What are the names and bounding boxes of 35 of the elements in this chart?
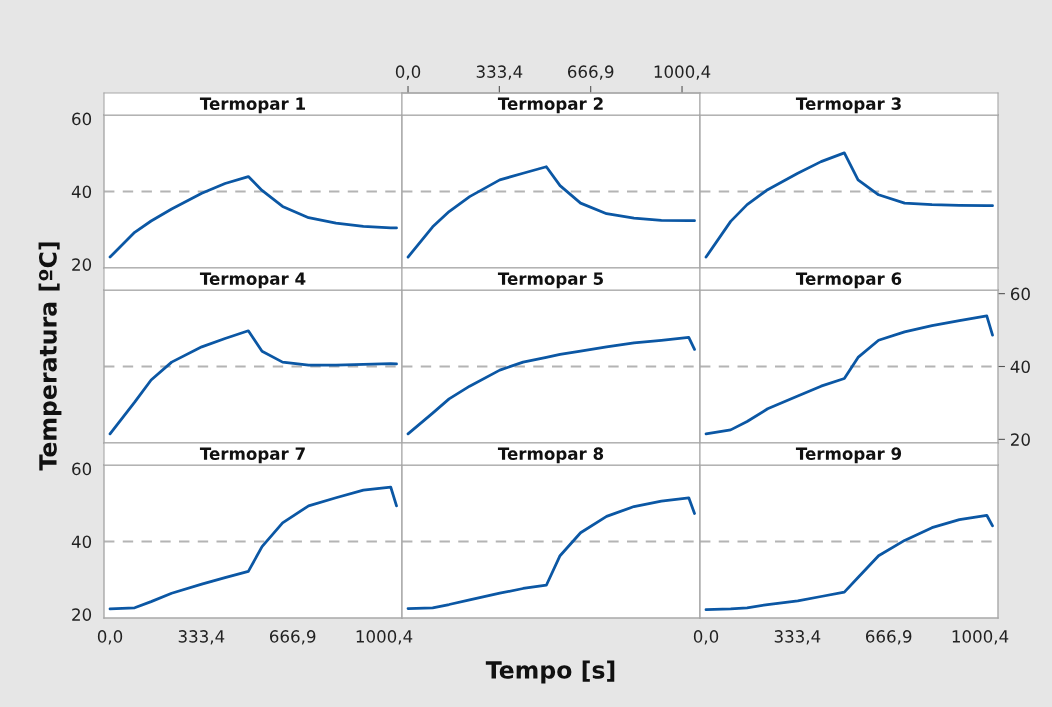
y-tick-label: 20 [72, 608, 92, 621]
line-series [108, 175, 398, 259]
x-tick-label: 1000,4 [356, 630, 413, 645]
chart-title: Termopar 3 [795, 97, 901, 114]
y-tick-label: 40 [71, 185, 92, 199]
chart-title: Termopar 2 [497, 97, 603, 114]
y-tick-label: 60 [72, 112, 92, 126]
y-tick-label: 20 [1011, 433, 1030, 446]
x-tick-label: 0,0 [97, 630, 123, 645]
y-tick-label: 20 [72, 258, 92, 271]
x-tick-label: 666,9 [269, 630, 316, 645]
chart-title: Termopar 7 [199, 447, 305, 464]
y-tick-label: 60 [72, 462, 92, 476]
chart-title: Termopar 5 [497, 272, 603, 289]
chart-title: Termopar 4 [199, 272, 306, 289]
chart-title: Termopar 8 [497, 447, 604, 464]
x2-tick-label: 1000,4 [654, 65, 711, 80]
x-tick-label: 666,9 [865, 630, 912, 645]
y-tick-label: 40 [1010, 360, 1030, 374]
x-tick-label: 1000,4 [952, 630, 1009, 645]
y-tick-label: 60 [1010, 287, 1030, 301]
line-series [108, 485, 398, 611]
x-tick-label: 333,4 [178, 630, 225, 645]
chart-title: Termopar 1 [199, 97, 305, 114]
x-axis-title: Tempo [s] [485, 660, 615, 684]
x-tick-label: 333,4 [774, 630, 821, 645]
x2-tick-label: 666,9 [567, 65, 614, 80]
y-axis-title: Temperatura [ºC] [38, 242, 62, 471]
line-series [704, 314, 994, 436]
y-tick-label: 40 [71, 535, 92, 549]
chart-title: Termopar 9 [795, 447, 902, 464]
x2-tick-label: 333,4 [476, 65, 523, 80]
x2-tick-label: 0,0 [395, 65, 421, 80]
chart-title: Termopar 6 [795, 272, 902, 289]
x-tick-label: 0,0 [693, 630, 719, 645]
